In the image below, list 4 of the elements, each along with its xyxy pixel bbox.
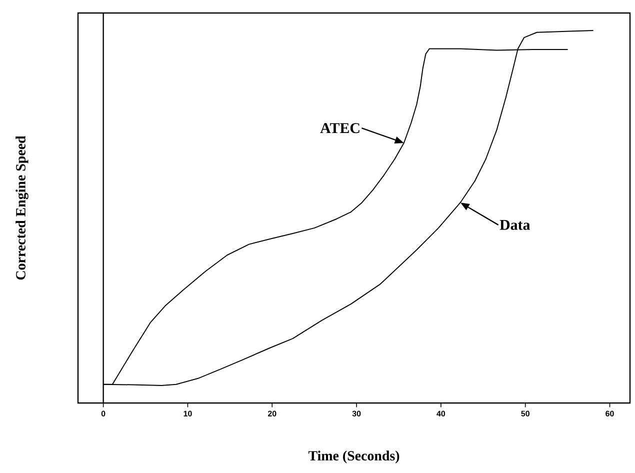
x-axis-title: Time (Seconds) <box>308 450 400 464</box>
legend-label: Data <box>500 220 530 230</box>
y-axis-title: Corrected Engine Speed <box>16 136 28 280</box>
text: ATEC <box>320 123 360 134</box>
